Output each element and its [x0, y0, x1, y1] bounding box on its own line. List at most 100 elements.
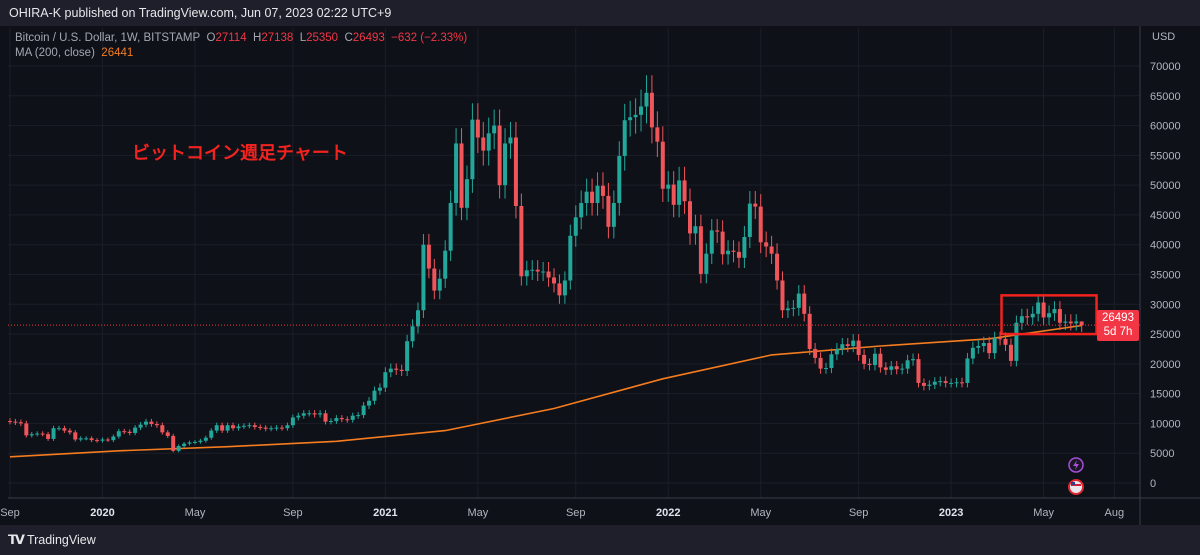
candle-body	[900, 368, 905, 370]
candle-body	[845, 344, 850, 346]
ma-value: 26441	[101, 47, 134, 59]
candle-body	[236, 426, 241, 429]
candle-body	[1047, 313, 1052, 318]
candle-body	[949, 382, 954, 384]
candle-body	[78, 438, 83, 440]
time-tick-label: 2021	[373, 507, 397, 519]
candle-body	[231, 425, 236, 429]
candle-body	[1041, 302, 1046, 318]
candle-body	[671, 184, 676, 205]
candle-body	[274, 427, 279, 429]
time-tick-label: 2020	[90, 507, 114, 519]
candle-body	[301, 413, 306, 416]
candle-body	[1036, 302, 1041, 314]
candle-body	[557, 283, 562, 296]
candle-body	[916, 359, 921, 383]
candle-body	[682, 180, 687, 202]
candle-body	[492, 125, 497, 134]
candle-body	[1030, 313, 1035, 318]
candle-body	[513, 137, 518, 206]
candle-body	[437, 278, 442, 291]
candle-body	[116, 431, 121, 437]
candle-body	[339, 418, 344, 420]
candle-body	[927, 384, 932, 386]
candle-body	[954, 382, 959, 384]
candle-body	[154, 424, 159, 426]
candle-body	[688, 201, 692, 234]
candle-body	[95, 440, 100, 442]
candle-body	[872, 353, 877, 366]
symbol-line: Bitcoin / U.S. Dollar, 1W, BITSTAMP O271…	[15, 31, 467, 46]
chart-annotation[interactable]: ビットコイン週足チャート	[132, 143, 348, 164]
candle-body	[1052, 309, 1057, 314]
top-bar: OHIRA-K published on TradingView.com, Ju…	[0, 0, 1200, 26]
time-tick-label: Sep	[566, 507, 586, 519]
price-tick-label: 15000	[1150, 389, 1181, 401]
candle-body	[394, 368, 399, 370]
candle-body	[677, 180, 682, 205]
candle-body	[105, 439, 110, 441]
time-tick-label: May	[467, 507, 488, 519]
candle-body	[84, 438, 89, 440]
candle-body	[562, 280, 567, 296]
price-tick-label: 60000	[1150, 121, 1181, 133]
candle-body	[824, 368, 828, 370]
candle-body	[698, 226, 703, 274]
time-tick-label: May	[185, 507, 206, 519]
candle-body	[600, 185, 605, 196]
candle-body	[62, 428, 67, 431]
candle-body	[666, 184, 671, 189]
ma-label[interactable]: MA (200, close)	[15, 47, 95, 59]
price-tick-label: 30000	[1150, 299, 1181, 311]
candle-body	[508, 137, 513, 144]
candle-body	[639, 106, 644, 115]
candle-body	[834, 348, 839, 355]
candle-body	[356, 415, 361, 417]
candle-body	[644, 92, 649, 107]
candle-body	[323, 413, 328, 422]
candle-body	[726, 250, 731, 255]
candle-body	[67, 430, 72, 433]
candle-body	[573, 217, 578, 236]
candle-body	[878, 353, 883, 368]
price-tick-label: 25000	[1150, 329, 1181, 341]
candle-body	[987, 343, 992, 354]
candle-body	[519, 205, 524, 277]
candle-body	[764, 242, 769, 247]
tradingview-logo[interactable]: 𝗧𝗩 TradingView	[8, 532, 96, 548]
symbol-name[interactable]: Bitcoin / U.S. Dollar, 1W, BITSTAMP	[15, 32, 201, 44]
candle-body	[46, 434, 51, 439]
candle-body	[965, 358, 970, 383]
candle-body	[198, 440, 203, 442]
time-tick-label: Sep	[283, 507, 303, 519]
candle-body	[290, 417, 295, 426]
candle-body	[225, 425, 230, 431]
candle-body	[470, 119, 475, 180]
candle-body	[209, 430, 214, 438]
candle-body	[693, 226, 698, 234]
candle-body	[122, 431, 127, 433]
highlight-rectangle[interactable]	[1000, 294, 1098, 336]
time-tick-label: Sep	[849, 507, 869, 519]
candle-body	[1079, 321, 1084, 326]
candle-body	[590, 191, 595, 204]
candle-body	[802, 293, 807, 314]
time-tick-label: 2022	[656, 507, 680, 519]
candle-body	[334, 418, 339, 422]
candle-body	[1068, 321, 1073, 324]
candle-body	[203, 437, 208, 441]
candle-body	[40, 433, 45, 435]
candle-body	[622, 120, 627, 156]
candle-body	[269, 428, 274, 430]
candle-body	[851, 340, 856, 346]
candle-body	[497, 125, 502, 186]
candle-body	[1008, 344, 1013, 361]
time-tick-label: May	[1033, 507, 1054, 519]
candle-body	[182, 443, 187, 447]
candle-body	[214, 425, 219, 431]
candle-body	[791, 307, 796, 309]
time-tick-label: Sep	[0, 507, 20, 519]
candle-body	[171, 435, 176, 451]
tradingview-logo-icon: 𝗧𝗩	[8, 532, 25, 547]
